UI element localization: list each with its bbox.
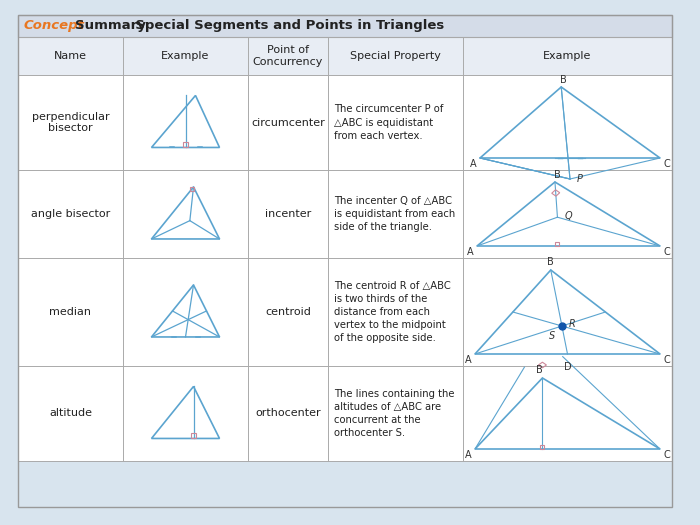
Text: B: B <box>547 257 554 267</box>
Bar <box>18 15 672 37</box>
Text: A: A <box>465 355 471 365</box>
Bar <box>18 258 672 366</box>
Text: Example: Example <box>543 51 592 61</box>
Text: circumcenter: circumcenter <box>251 118 325 128</box>
Text: Special Segments and Points in Triangles: Special Segments and Points in Triangles <box>126 19 444 33</box>
Text: angle bisector: angle bisector <box>31 209 110 219</box>
Bar <box>190 187 193 191</box>
Text: Example: Example <box>161 51 210 61</box>
Text: D: D <box>564 362 571 372</box>
Text: The centroid R of △ABC
is two thirds of the
distance from each
vertex to the mid: The centroid R of △ABC is two thirds of … <box>334 280 451 343</box>
Text: median: median <box>50 307 92 317</box>
Bar <box>18 37 672 75</box>
Bar <box>18 75 672 170</box>
Bar <box>183 142 188 148</box>
Text: altitude: altitude <box>49 408 92 418</box>
Bar <box>18 37 672 461</box>
Text: Q: Q <box>564 211 572 221</box>
Text: B: B <box>536 365 542 375</box>
Text: P: P <box>577 174 583 184</box>
Bar <box>18 170 672 258</box>
Bar <box>540 445 545 449</box>
Text: The lines containing the
altitudes of △ABC are
concurrent at the
orthocenter S.: The lines containing the altitudes of △A… <box>334 388 454 438</box>
Bar <box>18 366 672 461</box>
Text: A: A <box>465 450 471 460</box>
Text: Name: Name <box>54 51 87 61</box>
Text: A: A <box>470 159 476 169</box>
Text: C: C <box>664 247 671 257</box>
Text: Special Property: Special Property <box>350 51 441 61</box>
Text: incenter: incenter <box>265 209 311 219</box>
Text: The incenter Q of △ABC
is equidistant from each
side of the triangle.: The incenter Q of △ABC is equidistant fr… <box>334 196 455 232</box>
Text: B: B <box>560 75 566 85</box>
Bar <box>555 242 559 246</box>
Text: The circumcenter P of
△ABC is equidistant
from each vertex.: The circumcenter P of △ABC is equidistan… <box>334 104 443 141</box>
Text: Summary: Summary <box>75 19 146 33</box>
Text: A: A <box>467 247 473 257</box>
Text: S: S <box>550 331 556 341</box>
Text: centroid: centroid <box>265 307 311 317</box>
Text: Point of
Concurrency: Point of Concurrency <box>253 45 323 67</box>
Text: R: R <box>569 319 575 329</box>
Text: C: C <box>664 355 671 365</box>
Text: B: B <box>554 170 560 180</box>
Text: C: C <box>664 450 671 460</box>
Text: perpendicular
bisector: perpendicular bisector <box>32 112 109 133</box>
Text: Concept: Concept <box>24 19 85 33</box>
Text: C: C <box>664 159 671 169</box>
Text: orthocenter: orthocenter <box>256 408 321 418</box>
Bar <box>191 434 196 438</box>
